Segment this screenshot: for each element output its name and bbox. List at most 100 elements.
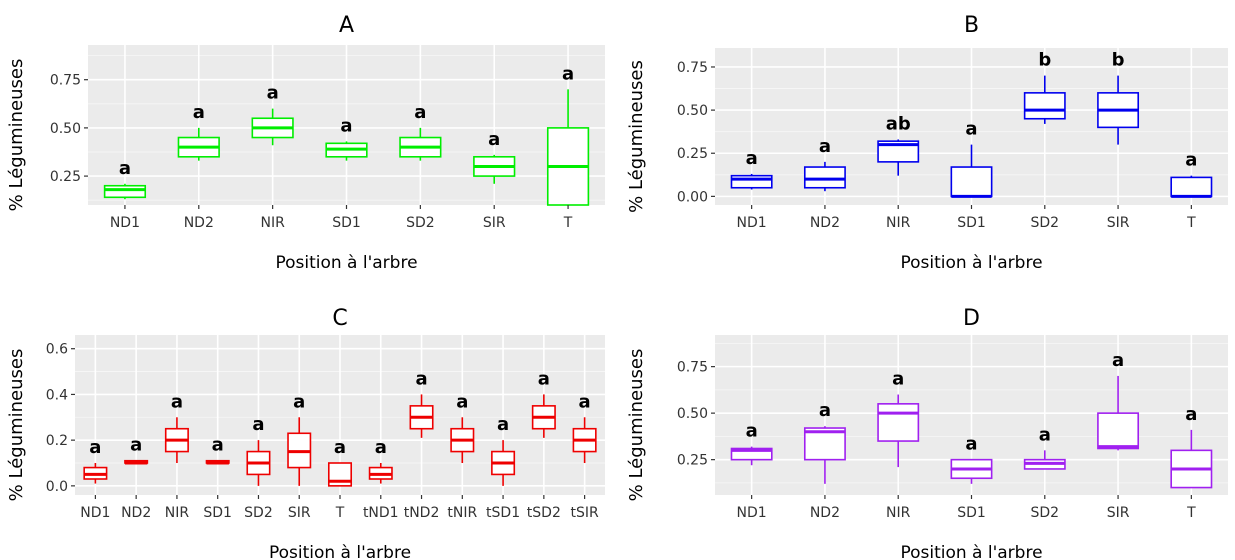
x-tick-label: SD1 xyxy=(957,215,986,231)
box-sir xyxy=(287,417,312,486)
x-tick-label: ND2 xyxy=(184,215,214,231)
group-letter: a xyxy=(819,136,831,157)
group-letter: a xyxy=(171,391,183,412)
panel-d: 0.25 0.50 0.75 a a a a a a a ND1 ND2 NIR SD1 SD2 SIR T D P… xyxy=(626,306,1228,560)
x-tick-label: T xyxy=(1186,215,1196,231)
y-axis-label: % Légumineuses xyxy=(626,349,647,502)
box-iqr xyxy=(803,166,846,189)
x-tick-label: tSIR xyxy=(570,505,599,521)
box-t xyxy=(1170,175,1213,198)
x-tick-label: SD1 xyxy=(203,505,232,521)
x-tick-label: tND2 xyxy=(404,505,440,521)
y-tick-label: 0.2 xyxy=(46,433,68,449)
group-letter: a xyxy=(267,83,279,104)
x-tick-label: NIR xyxy=(260,215,285,231)
group-letter: a xyxy=(119,158,131,179)
x-tick-label: tND1 xyxy=(363,505,399,521)
group-letter: b xyxy=(1038,50,1051,71)
group-letter: a xyxy=(212,435,224,456)
group-letter: a xyxy=(488,129,500,150)
y-tick-label: 0.75 xyxy=(677,60,708,76)
y-tick-label: 0.0 xyxy=(46,479,68,495)
box-tsd2 xyxy=(531,394,556,438)
x-tick-label: SD2 xyxy=(1030,215,1059,231)
y-tick-label: 0.50 xyxy=(677,103,708,119)
box-sd1 xyxy=(950,144,993,198)
panel-title: B xyxy=(964,13,979,38)
x-tick-label: SD2 xyxy=(1030,505,1059,521)
x-tick-label: ND2 xyxy=(121,505,151,521)
group-letter: a xyxy=(892,369,904,390)
y-tick-label: 0.50 xyxy=(50,121,81,137)
box-iqr xyxy=(803,427,846,461)
box-sd1 xyxy=(205,459,230,465)
x-tick-label: NIR xyxy=(165,505,190,521)
box-iqr xyxy=(103,184,147,199)
group-letter: a xyxy=(252,414,264,435)
box-tsir xyxy=(572,417,597,463)
group-letter: a xyxy=(340,115,352,136)
box-nd1 xyxy=(730,446,773,466)
group-letter: a xyxy=(89,437,101,458)
box-tnd2 xyxy=(409,394,434,438)
group-letter: ab xyxy=(886,113,911,134)
box-sd2 xyxy=(246,440,271,486)
box-iqr xyxy=(950,166,993,198)
x-axis-label: Position à l'arbre xyxy=(900,253,1042,273)
box-tnir xyxy=(450,417,475,463)
group-letter: a xyxy=(746,148,758,169)
box-sd2 xyxy=(1023,75,1066,124)
group-letter: a xyxy=(1185,404,1197,425)
box-t xyxy=(1170,429,1213,489)
panel-c: 0.0 0.2 0.4 0.6 a a a a a a a a a a a a a ND1 ND2 NIR SD1 SD2… xyxy=(6,306,605,560)
box-tnd1 xyxy=(368,463,393,484)
x-tick-label: SIR xyxy=(1107,215,1130,231)
box-iqr xyxy=(1023,92,1066,120)
box-t xyxy=(546,89,590,206)
group-letter: a xyxy=(456,391,468,412)
group-letter: a xyxy=(130,435,142,456)
x-axis-label: Position à l'arbre xyxy=(900,543,1042,560)
group-letter: a xyxy=(965,119,977,140)
x-tick-label: ND1 xyxy=(737,505,767,521)
box-iqr xyxy=(1170,176,1213,198)
box-sd1 xyxy=(950,458,993,484)
x-tick-label: ND2 xyxy=(810,505,840,521)
box-nd2 xyxy=(177,127,220,161)
box-iqr xyxy=(1097,412,1140,450)
box-sir xyxy=(1097,75,1140,145)
x-tick-label: SD2 xyxy=(406,215,435,231)
x-tick-label: tNIR xyxy=(447,505,477,521)
box-sd2 xyxy=(399,127,442,161)
y-tick-label: 0.6 xyxy=(46,342,68,358)
panel-a: 0.25 0.50 0.75 a a a a a a a ND1 ND2 NIR SD1 SD2 SIR T A P… xyxy=(6,13,605,273)
y-axis-label: % Légumineuses xyxy=(6,59,27,212)
y-tick-label: 0.4 xyxy=(46,387,68,403)
x-tick-label: ND1 xyxy=(737,215,767,231)
box-iqr xyxy=(730,174,773,189)
group-letter: b xyxy=(1112,50,1125,71)
y-tick-label: 0.25 xyxy=(677,453,708,469)
box-sir xyxy=(1097,375,1140,451)
x-tick-label: SIR xyxy=(288,505,311,521)
y-tick-label: 0.00 xyxy=(677,189,708,205)
box-nd2 xyxy=(803,426,846,484)
box-nd2 xyxy=(124,459,149,465)
group-letter: a xyxy=(965,434,977,455)
box-nd1 xyxy=(103,183,147,200)
y-tick-label: 0.75 xyxy=(50,73,81,89)
group-letter: a xyxy=(497,414,509,435)
box-iqr xyxy=(730,447,773,461)
x-axis-label: Position à l'arbre xyxy=(269,543,411,560)
x-tick-label: NIR xyxy=(886,215,911,231)
box-nir xyxy=(877,139,920,176)
x-tick-label: ND2 xyxy=(810,215,840,231)
group-letter: a xyxy=(415,368,427,389)
y-tick-label: 0.75 xyxy=(677,360,708,376)
x-tick-label: tSD1 xyxy=(486,505,520,521)
x-tick-label: T xyxy=(563,215,573,231)
group-letter: a xyxy=(375,437,387,458)
x-tick-label: SD1 xyxy=(957,505,986,521)
group-letter: a xyxy=(579,391,591,412)
